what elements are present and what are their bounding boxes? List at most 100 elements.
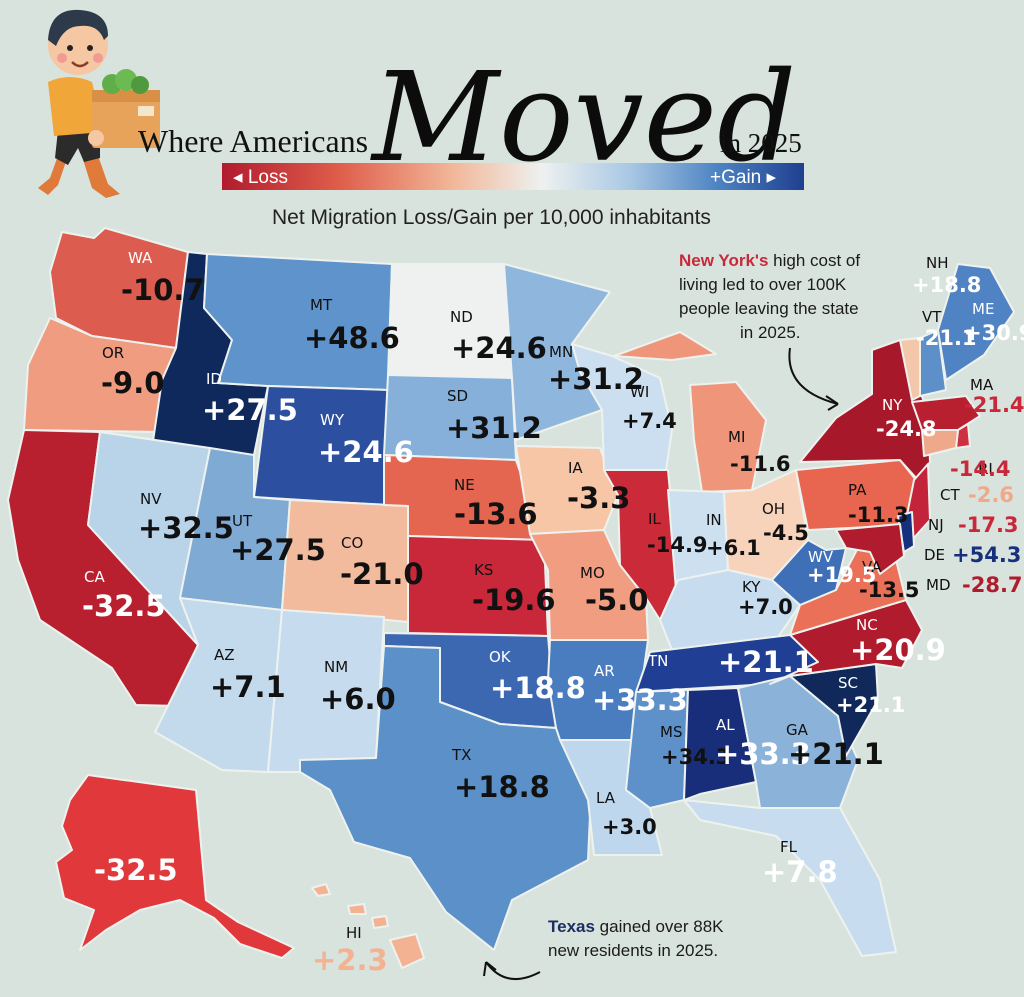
state-value-SC: +21.1 — [836, 693, 905, 717]
state-value-ID: +27.5 — [202, 393, 298, 427]
tx-arrow-head — [483, 961, 497, 977]
state-abbr-FL: FL — [780, 838, 798, 856]
state-value-NC: +20.9 — [850, 633, 946, 667]
state-value-AL: +33.3 — [715, 737, 811, 771]
state-value-KS: -19.6 — [472, 583, 556, 617]
state-abbr-NE: NE — [454, 476, 475, 494]
state-value-TN: +21.1 — [718, 645, 814, 679]
state-abbr-TN: TN — [647, 652, 668, 670]
state-value-AR: +33.3 — [592, 683, 688, 717]
state-abbr-SD: SD — [447, 387, 468, 405]
state-abbr-MO: MO — [580, 564, 605, 582]
legend-gradient-bar — [222, 163, 804, 190]
state-value-AK: -32.5 — [94, 853, 178, 887]
state-value-SD: +31.2 — [446, 411, 542, 445]
ny-annotation: New York's high cost of living led to ov… — [679, 251, 860, 411]
state-abbr-MD: MD — [926, 576, 951, 594]
state-abbr-CT: CT — [940, 486, 960, 504]
state-value-UT: +27.5 — [230, 533, 326, 567]
state-value-OK: +18.8 — [490, 671, 586, 705]
state-abbr-IN: IN — [706, 511, 722, 529]
state-value-OR: -9.0 — [101, 366, 164, 400]
title-prefix: Where Americans — [138, 123, 368, 159]
state-shape-IL — [603, 469, 679, 621]
state-value-ND: +24.6 — [451, 331, 547, 365]
state-abbr-DE: DE — [924, 546, 945, 564]
state-abbr-VT: VT — [922, 308, 942, 326]
state-value-PA: -11.3 — [848, 503, 909, 527]
state-value-MA: -21.4 — [964, 393, 1024, 417]
ny-annotation-line-2: living led to over 100K — [679, 275, 847, 294]
state-abbr-NV: NV — [140, 490, 162, 508]
state-shape-IA — [515, 445, 619, 535]
state-abbr-AL: AL — [716, 716, 735, 734]
state-abbr-KS: KS — [474, 561, 493, 579]
state-value-IA: -3.3 — [567, 481, 630, 515]
ny-annotation-bold: New York's — [679, 251, 768, 270]
state-value-IL: -14.9 — [647, 533, 708, 557]
state-abbr-IA: IA — [568, 459, 583, 477]
tx-annotation-text-1: gained over 88K — [595, 917, 724, 936]
state-shape-CT — [921, 429, 959, 457]
state-value-CT: -2.6 — [968, 483, 1014, 507]
person-carrying-box-icon — [38, 9, 160, 198]
state-value-CO: -21.0 — [340, 557, 424, 591]
state-abbr-MI: MI — [728, 428, 745, 446]
state-value-IN: +6.1 — [706, 536, 761, 560]
state-abbr-NH: NH — [926, 254, 949, 272]
ny-arrow-head — [825, 395, 839, 411]
state-abbr-VA: VA — [862, 558, 882, 576]
legend: ◂ Loss +Gain ▸ — [222, 163, 804, 190]
tx-arrow — [485, 961, 541, 980]
state-shape-MA — [911, 395, 981, 431]
state-value-NE: -13.6 — [454, 497, 538, 531]
state-value-WI: +7.4 — [622, 409, 677, 433]
state-value-MI: -11.6 — [730, 452, 791, 476]
state-abbr-OK: OK — [489, 648, 512, 666]
state-abbr-MS: MS — [660, 723, 682, 741]
state-value-FL: +7.8 — [762, 855, 838, 889]
state-value-NM: +6.0 — [320, 682, 396, 716]
state-abbr-ND: ND — [450, 308, 473, 326]
state-shape-ME — [937, 263, 1015, 381]
legend-loss-label: ◂ Loss — [233, 167, 288, 188]
state-abbr-LA: LA — [596, 789, 616, 807]
state-shape-KY — [659, 569, 801, 651]
tx-annotation-line-2: new residents in 2025. — [548, 941, 718, 960]
state-value-ME: +30.9 — [964, 321, 1024, 345]
title-suffix: in 2025 — [720, 128, 802, 158]
state-abbr-OH: OH — [762, 500, 785, 518]
state-value-NJ: -17.3 — [958, 513, 1019, 537]
state-value-RI: -14.4 — [950, 457, 1011, 481]
state-shape-NH — [919, 329, 947, 397]
state-abbr-MT: MT — [310, 296, 333, 314]
state-value-DE: +54.3 — [952, 543, 1021, 567]
state-abbr-WA: WA — [128, 249, 153, 267]
state-shape-MS — [625, 689, 689, 809]
tx-annotation-line-1: Texas gained over 88K — [548, 917, 724, 936]
state-shape-TX — [299, 645, 593, 951]
state-abbr-NY: NY — [882, 396, 903, 414]
state-value-MN: +31.2 — [548, 362, 644, 396]
state-shape-FL — [683, 799, 897, 957]
state-value-MD: -28.7 — [962, 573, 1023, 597]
state-shape-AL — [683, 687, 757, 801]
state-value-LA: +3.0 — [602, 815, 657, 839]
state-abbr-HI: HI — [346, 924, 362, 942]
state-value-NH: +18.8 — [912, 273, 981, 297]
state-value-MT: +48.6 — [304, 321, 400, 355]
ny-annotation-text-1: high cost of — [768, 251, 860, 270]
state-abbr-WV: WV — [808, 548, 834, 566]
subtitle: Net Migration Loss/Gain per 10,000 inhab… — [272, 206, 711, 229]
ny-arrow — [788, 347, 839, 405]
state-value-WA: -10.7 — [121, 273, 205, 307]
state-value-MS: +34.3 — [661, 745, 730, 769]
state-abbr-MA: MA — [970, 376, 994, 394]
state-abbr-ID: ID — [206, 370, 222, 388]
state-value-CA: -32.5 — [82, 589, 166, 623]
state-abbr-KY: KY — [742, 578, 761, 596]
state-value-NV: +32.5 — [138, 511, 234, 545]
state-value-VT: -21.1 — [916, 326, 977, 350]
state-labels: WA -10.7 OR -9.0 CA -32.5 ID +27.5 NV +3… — [82, 249, 1024, 977]
state-abbr-NC: NC — [856, 616, 878, 634]
